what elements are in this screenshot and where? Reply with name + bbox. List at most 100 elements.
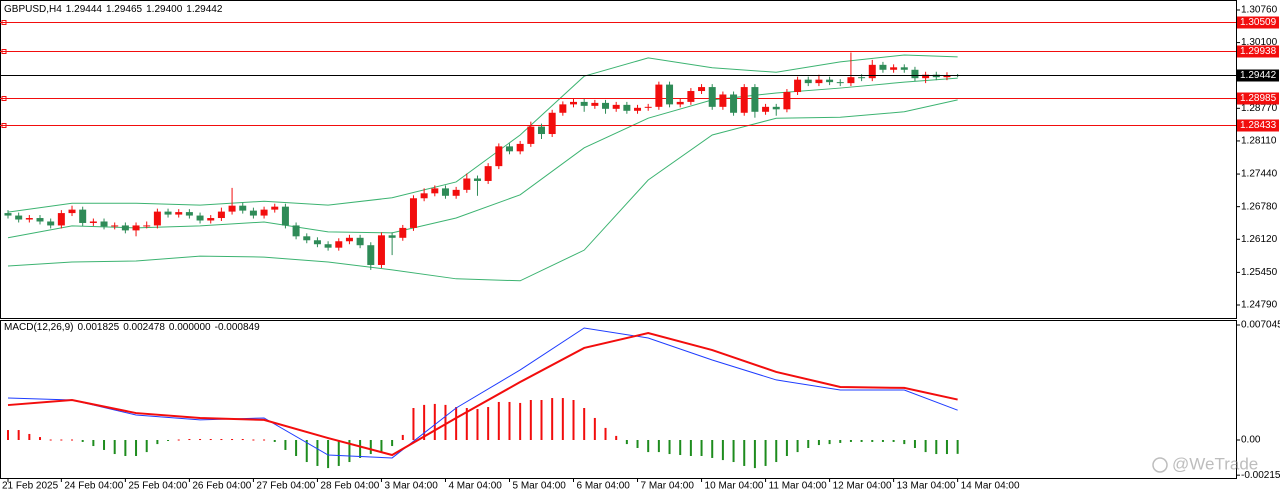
candle-body <box>153 211 161 226</box>
candle-body <box>68 209 76 214</box>
candle-body <box>826 79 834 83</box>
x-tick-label: 28 Feb 04:00 <box>320 481 379 492</box>
y-tick-label: 1.30760 <box>1241 5 1278 16</box>
last-price-label: 1.29442 <box>1240 70 1277 81</box>
candle-body <box>463 178 471 190</box>
x-tick-label: 26 Feb 04:00 <box>192 481 251 492</box>
candle-body <box>719 94 727 107</box>
histogram-bar <box>796 439 799 453</box>
candle-body <box>228 205 236 212</box>
candle-body <box>441 188 449 196</box>
histogram-bar <box>124 439 127 456</box>
histogram-bar <box>924 439 927 453</box>
header-value: 1.29444 <box>66 4 103 15</box>
candle-body <box>164 211 172 215</box>
candle-body <box>175 212 183 215</box>
candle-body <box>922 74 930 79</box>
candle-body <box>420 193 428 199</box>
candle-body <box>804 79 812 84</box>
candle-body <box>900 67 908 70</box>
main-panel-frame <box>0 0 1237 319</box>
level-label: 1.28985 <box>1240 93 1277 104</box>
candle-body <box>4 213 12 216</box>
signal-line <box>7 332 958 457</box>
candle-body <box>324 244 332 248</box>
histogram-bar <box>81 439 84 442</box>
candle-body <box>47 221 55 226</box>
y-tick-label: 1.26780 <box>1241 201 1278 212</box>
histogram-bar <box>337 439 340 466</box>
histogram-bar <box>615 435 618 440</box>
x-tick-label: 11 Mar 04:00 <box>769 481 828 492</box>
macd-panel-frame <box>0 320 1237 479</box>
candle-body <box>655 84 663 107</box>
candle-body <box>783 92 791 110</box>
histogram-bar <box>273 439 276 442</box>
level-label-box <box>1237 16 1279 29</box>
candle-body <box>25 218 33 220</box>
panel-header: MACD(12,26,9) 0.001825 0.002478 0.000000 -0.… <box>4 322 260 333</box>
histogram-bar <box>945 439 948 455</box>
candle-body <box>815 79 823 84</box>
level-label-box <box>1237 92 1279 105</box>
level-label: 1.28433 <box>1240 120 1277 131</box>
histogram-bar <box>209 439 212 441</box>
histogram-bar <box>743 439 746 466</box>
candle-body <box>356 237 364 246</box>
candle-body <box>431 188 439 194</box>
histogram-bar <box>7 430 9 440</box>
candle-body <box>612 104 620 109</box>
x-tick-label: 4 Mar 04:00 <box>448 481 502 492</box>
candle-body <box>751 87 759 112</box>
header-value: MACD(12,26,9) <box>4 322 73 333</box>
candle-body <box>249 210 257 216</box>
header-value: 0.000000 <box>169 322 211 333</box>
candle-body <box>36 218 44 222</box>
histogram-bar <box>487 407 490 440</box>
candle-body <box>730 94 738 113</box>
candle-body <box>79 209 87 223</box>
histogram-bar <box>476 408 479 440</box>
histogram-bar <box>295 439 298 456</box>
histogram-bar <box>732 439 735 463</box>
level-label: 1.29938 <box>1240 46 1277 57</box>
histogram-bar <box>807 439 810 448</box>
header-value: -0.000849 <box>215 322 260 333</box>
histogram-bar <box>604 427 607 440</box>
histogram-bar <box>721 439 724 461</box>
histogram-bar <box>49 439 52 441</box>
candle-body <box>708 87 716 107</box>
histogram-bar <box>231 439 234 441</box>
histogram-bar <box>401 434 404 440</box>
histogram-bar <box>785 439 788 456</box>
header-value: GBPUSD,H4 <box>4 4 62 15</box>
watermark-icon <box>1152 457 1168 473</box>
histogram-bar <box>433 403 436 440</box>
y-tick-label: 1.26120 <box>1241 234 1278 245</box>
x-tick-label: 3 Mar 04:00 <box>384 481 438 492</box>
x-tick-label: 21 Feb 2025 <box>2 481 59 492</box>
level-label: 1.30509 <box>1240 17 1277 28</box>
candle-body <box>89 221 97 223</box>
histogram-bar <box>455 407 458 440</box>
histogram-bar <box>263 439 266 441</box>
candle-body <box>15 215 23 220</box>
histogram-bar <box>892 439 895 442</box>
histogram-bar <box>625 439 628 445</box>
histogram-bar <box>689 439 692 456</box>
histogram-bar <box>412 408 415 440</box>
candle-body <box>666 84 674 105</box>
level-marker <box>1 123 7 128</box>
histogram-bar <box>316 439 319 466</box>
candle-body <box>634 107 642 111</box>
candle-body <box>698 87 706 92</box>
histogram-bar <box>305 439 308 463</box>
histogram-bar <box>92 439 95 447</box>
header-value: 1.29442 <box>186 4 223 15</box>
x-tick-label: 5 Mar 04:00 <box>512 481 566 492</box>
histogram-bar <box>156 439 159 445</box>
histogram-bar <box>540 400 543 440</box>
histogram-bar <box>17 430 20 440</box>
